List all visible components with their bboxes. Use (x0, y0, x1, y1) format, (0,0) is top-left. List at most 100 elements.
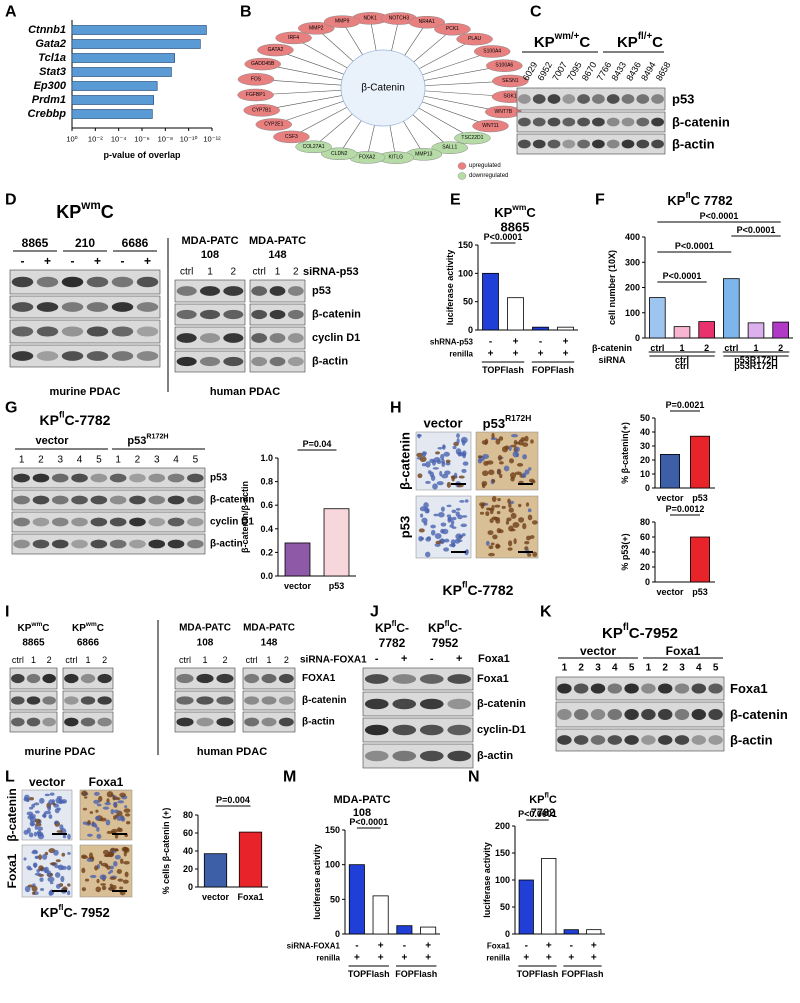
gene-node (486, 59, 523, 72)
y-tick-label: 20 (183, 864, 193, 874)
gene-node (255, 118, 293, 131)
blot-strip (9, 295, 161, 319)
group-label: p53R172H (734, 355, 778, 365)
ihc-cell (495, 438, 501, 445)
label-part: p53 (127, 435, 146, 447)
blot-band (90, 495, 108, 505)
ihc-cell (424, 551, 431, 558)
ihc-cell (445, 462, 451, 466)
y-tick-label: 50 (640, 413, 650, 423)
blot-strip (242, 690, 296, 711)
ihc-cell (450, 519, 455, 526)
ihc-cell (453, 472, 458, 478)
ihc-cell (524, 469, 530, 475)
ihc-cell (110, 808, 115, 815)
label: 2 (102, 655, 107, 665)
ihc-cell (490, 542, 495, 546)
blot-band (621, 94, 635, 104)
ihc-cell (529, 535, 535, 539)
ihc-cell (118, 827, 123, 833)
ihc-cell (33, 831, 38, 837)
bar (660, 453, 681, 489)
x-axis-label: p-value of overlap (103, 150, 181, 160)
panel-letter: H (390, 400, 402, 417)
label-part: C (652, 34, 663, 51)
ihc-cell (518, 517, 525, 523)
label: ctrl (180, 267, 193, 278)
blot-band (136, 302, 159, 312)
label: - (430, 653, 434, 665)
ihc-cell (417, 473, 423, 479)
gene-label: FOS (251, 76, 262, 82)
blot-band (607, 683, 623, 694)
x-tick-label: 10⁻⁶ (134, 135, 149, 144)
hub-node (340, 49, 426, 127)
label: 1 (31, 655, 36, 665)
gene-label: SALL1 (442, 145, 457, 151)
label: 2 (284, 655, 289, 665)
ihc-cell (423, 521, 428, 526)
ihc-cell (96, 803, 102, 807)
y-axis-label: luciferase activity (445, 250, 455, 326)
blot-band (187, 495, 204, 505)
y-axis-label: cell number (10X) (607, 250, 617, 325)
blot-band (419, 724, 444, 736)
ihc-cell (39, 797, 45, 804)
x-tick-label: p53 (692, 493, 708, 503)
blot-band (557, 709, 572, 720)
ihc-cell (481, 483, 486, 489)
blot-band (223, 333, 244, 343)
bar (586, 929, 602, 935)
blot-band (26, 673, 41, 684)
label: β-catenin (5, 788, 19, 841)
ihc-cell (485, 540, 490, 546)
label: + (44, 254, 51, 268)
superscript: fl (685, 190, 690, 200)
y-tick-label: 400 (625, 232, 640, 242)
ihc-cell (87, 833, 93, 837)
x-tick-label: 1 (679, 343, 684, 353)
ihc-cell (52, 802, 56, 806)
row-label: β-actin (312, 356, 348, 368)
ihc-cell (95, 815, 101, 821)
ihc-cell (94, 865, 98, 871)
ihc-cell (507, 498, 511, 504)
ihc-cell (479, 502, 486, 507)
blot-band (674, 735, 690, 745)
blot-band (674, 683, 690, 694)
ihc-cell (429, 471, 435, 478)
ihc-cell (55, 859, 61, 863)
ihc-cell (432, 483, 438, 490)
blot-band (148, 539, 166, 549)
label-part: C-7782 (468, 582, 514, 598)
ihc-cell (110, 847, 116, 852)
ihc-cell (32, 891, 36, 895)
ihc-cell (446, 514, 452, 518)
ihc-cell (100, 862, 108, 867)
p-value: P=0.0012 (666, 504, 705, 514)
blot-band (167, 539, 185, 549)
blot-band (392, 724, 417, 736)
blot-band (90, 517, 108, 527)
ihc-cell (450, 539, 456, 546)
blot-band (199, 356, 221, 367)
blot-band (13, 539, 30, 549)
legend-swatch (457, 162, 467, 170)
ihc-cell (513, 538, 517, 545)
blot-band (691, 735, 707, 745)
label: 108 (197, 638, 214, 649)
ihc-cell (488, 552, 495, 557)
row-label: p53 (672, 92, 694, 107)
gene-label: MMP9 (335, 19, 350, 25)
label-part: KP (375, 621, 392, 635)
bar (71, 25, 207, 35)
ihc-cell (492, 534, 498, 540)
ihc-cell (96, 827, 100, 832)
bar (518, 879, 534, 935)
label: human PDAC (210, 386, 280, 398)
blot-band (607, 735, 623, 745)
ihc-cell (435, 540, 442, 545)
condition-mark: - (403, 941, 406, 952)
ihc-cell (32, 883, 36, 887)
blot-band (547, 117, 561, 127)
